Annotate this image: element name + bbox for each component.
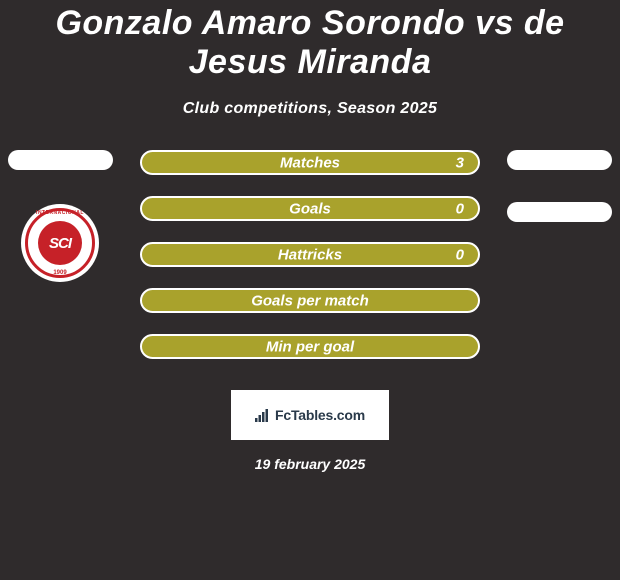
stat-label: Goals — [289, 200, 331, 217]
left-club-badge-wrap: INTERNACIONAL SCI 1909 — [10, 193, 110, 293]
club-badge-year: 1909 — [53, 270, 66, 276]
stat-bar: Goals per match — [140, 288, 480, 313]
footer-logo-text: FcTables.com — [275, 407, 365, 423]
right-player-pill-2 — [507, 202, 612, 222]
stat-value: 3 — [456, 154, 464, 171]
right-player-pill-1 — [507, 150, 612, 170]
footer-date: 19 february 2025 — [0, 456, 620, 472]
stat-label: Hattricks — [278, 246, 342, 263]
page-title: Gonzalo Amaro Sorondo vs de Jesus Mirand… — [0, 0, 620, 82]
left-player-pill-1 — [8, 150, 113, 170]
stat-value: 0 — [456, 246, 464, 263]
club-badge-ring — [25, 208, 95, 278]
bar-chart-icon — [255, 408, 271, 422]
stat-bar: Min per goal — [140, 334, 480, 359]
club-badge-top-text: INTERNACIONAL — [36, 210, 84, 216]
stat-value: 0 — [456, 200, 464, 217]
stat-label: Min per goal — [266, 338, 354, 355]
stats-area: INTERNACIONAL SCI 1909 Matches3Goals0Hat… — [0, 150, 620, 370]
club-badge: INTERNACIONAL SCI 1909 — [21, 204, 99, 282]
stat-bar: Goals 0 — [140, 196, 480, 221]
subtitle: Club competitions, Season 2025 — [0, 100, 620, 118]
stat-label: Goals per match — [251, 292, 369, 309]
stat-bar: Hattricks 0 — [140, 242, 480, 267]
stat-label: Matches — [280, 154, 340, 171]
footer-logo-box: FcTables.com — [231, 390, 389, 440]
stat-bar: Matches 3 — [140, 150, 480, 175]
comparison-infographic: Gonzalo Amaro Sorondo vs de Jesus Mirand… — [0, 0, 620, 580]
